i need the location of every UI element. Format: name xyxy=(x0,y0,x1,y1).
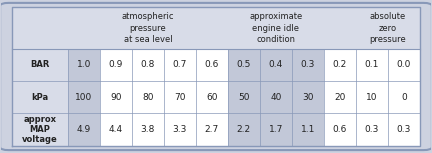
Text: approx
MAP
voltage: approx MAP voltage xyxy=(22,115,58,144)
Text: 0.1: 0.1 xyxy=(365,60,379,69)
Bar xyxy=(164,49,196,81)
Text: 0.6: 0.6 xyxy=(205,60,219,69)
Bar xyxy=(292,49,324,81)
Text: 70: 70 xyxy=(174,93,186,102)
Bar xyxy=(260,81,292,113)
Bar xyxy=(164,113,196,146)
Bar xyxy=(68,81,100,113)
Text: 4.9: 4.9 xyxy=(77,125,91,134)
Bar xyxy=(228,113,260,146)
FancyBboxPatch shape xyxy=(0,3,432,150)
Bar xyxy=(68,113,100,146)
Text: 2.2: 2.2 xyxy=(237,125,251,134)
Text: 100: 100 xyxy=(75,93,92,102)
Text: 0.4: 0.4 xyxy=(269,60,283,69)
Text: atmospheric
pressure
at sea level: atmospheric pressure at sea level xyxy=(122,12,174,44)
Text: absolute
zero
pressure: absolute zero pressure xyxy=(369,12,406,44)
Text: 30: 30 xyxy=(302,93,314,102)
Bar xyxy=(324,49,356,81)
Bar xyxy=(260,49,292,81)
Bar xyxy=(324,81,356,113)
Bar xyxy=(132,113,164,146)
Text: 0.0: 0.0 xyxy=(397,60,411,69)
Text: 90: 90 xyxy=(110,93,122,102)
Text: 0.5: 0.5 xyxy=(237,60,251,69)
Bar xyxy=(132,49,164,81)
Bar xyxy=(12,113,68,146)
Bar xyxy=(100,113,132,146)
Text: 10: 10 xyxy=(366,93,378,102)
Text: approximate
engine idle
condition: approximate engine idle condition xyxy=(249,12,302,44)
Text: 0.3: 0.3 xyxy=(301,60,315,69)
Text: 4.4: 4.4 xyxy=(109,125,123,134)
Text: BAR: BAR xyxy=(30,60,50,69)
Text: 0.8: 0.8 xyxy=(141,60,155,69)
Text: 2.7: 2.7 xyxy=(205,125,219,134)
Bar xyxy=(356,49,388,81)
Text: 3.3: 3.3 xyxy=(173,125,187,134)
Bar xyxy=(164,81,196,113)
Bar xyxy=(12,7,420,49)
Bar xyxy=(228,81,260,113)
Text: 0.3: 0.3 xyxy=(397,125,411,134)
Bar xyxy=(196,49,228,81)
Text: 80: 80 xyxy=(142,93,154,102)
Text: 0.3: 0.3 xyxy=(365,125,379,134)
Bar xyxy=(388,49,420,81)
Bar xyxy=(196,113,228,146)
Bar xyxy=(356,113,388,146)
Text: 0.6: 0.6 xyxy=(333,125,347,134)
Bar xyxy=(100,81,132,113)
Bar xyxy=(356,81,388,113)
Bar xyxy=(132,81,164,113)
Bar xyxy=(12,81,68,113)
Text: kPa: kPa xyxy=(32,93,48,102)
Bar xyxy=(292,81,324,113)
Bar xyxy=(388,113,420,146)
Bar xyxy=(68,49,100,81)
Bar xyxy=(292,113,324,146)
Text: 50: 50 xyxy=(238,93,250,102)
Text: 3.8: 3.8 xyxy=(141,125,155,134)
Bar xyxy=(12,49,68,81)
Text: 0: 0 xyxy=(401,93,407,102)
Text: 40: 40 xyxy=(270,93,282,102)
Bar xyxy=(228,49,260,81)
Text: 0.9: 0.9 xyxy=(109,60,123,69)
Text: 1.0: 1.0 xyxy=(77,60,91,69)
Text: 0.7: 0.7 xyxy=(173,60,187,69)
Bar xyxy=(388,81,420,113)
Bar xyxy=(324,113,356,146)
Text: 60: 60 xyxy=(206,93,218,102)
Text: 0.2: 0.2 xyxy=(333,60,347,69)
Text: 20: 20 xyxy=(334,93,346,102)
Bar xyxy=(260,113,292,146)
Text: 1.7: 1.7 xyxy=(269,125,283,134)
Bar xyxy=(100,49,132,81)
Bar xyxy=(196,81,228,113)
Text: 1.1: 1.1 xyxy=(301,125,315,134)
